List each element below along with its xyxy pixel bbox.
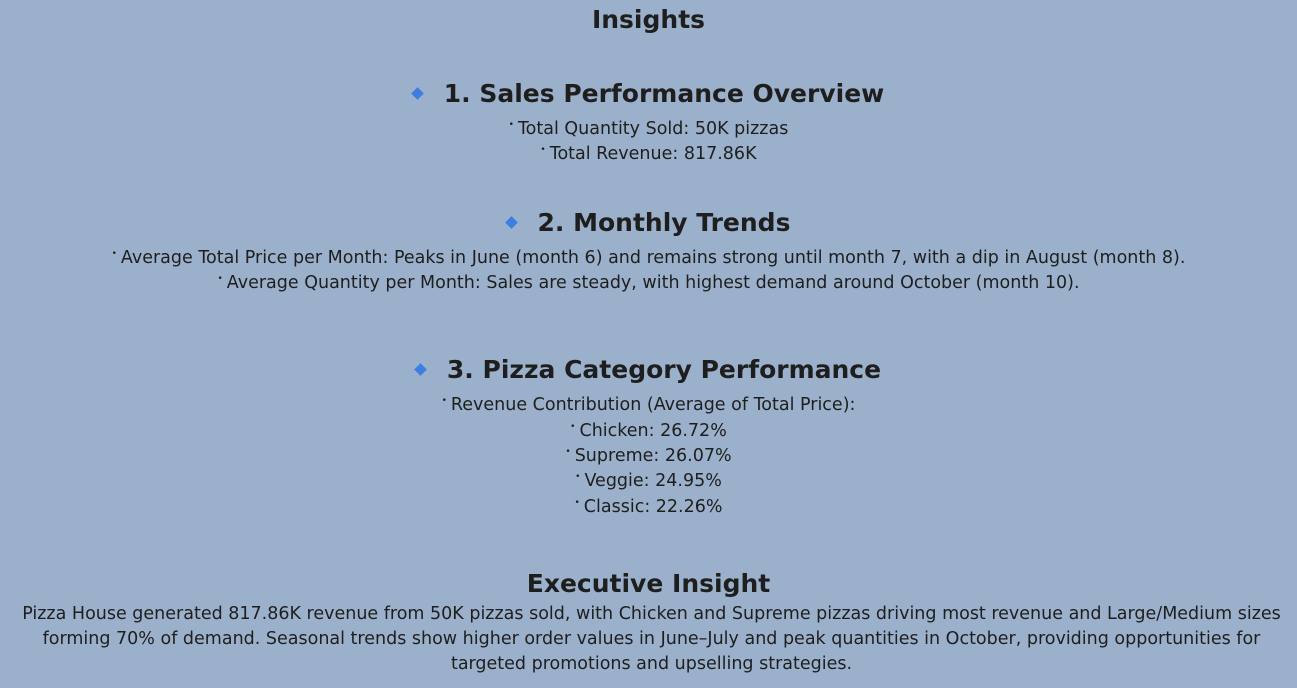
bullet-dot-icon: • [441,396,447,406]
bullet-average-total-price: • Average Total Price per Month: Peaks in… [0,242,1297,270]
bullet-total-quantity: • Total Quantity Sold: 50K pizzas [0,113,1297,141]
section-heading-text: 3. Pizza Category Performance [446,355,882,384]
section-heading-monthly-trends: 2. Monthly Trends [0,207,1297,239]
bullet-dot-icon: • [574,498,580,508]
blue-diamond-icon [504,216,518,229]
section-heading-category-performance: 3. Pizza Category Performance [0,354,1297,386]
blue-diamond-icon [414,363,427,376]
bullet-dot-icon: • [570,422,576,432]
section-heading-text: 2. Monthly Trends [537,208,791,237]
blue-diamond-icon [410,87,424,100]
page-title: Insights [591,5,706,34]
bullet-supreme: • Supreme: 26.07% [0,440,1297,468]
bullet-dot-icon: • [540,145,546,155]
bullet-average-quantity: • Average Quantity per Month: Sales are s… [0,267,1297,295]
bullet-veggie: • Veggie: 24.95% [0,465,1297,493]
executive-insight-body: Pizza House generated 817.86K revenue fr… [22,604,1281,674]
bullet-classic: • Classic: 22.26% [0,491,1297,519]
bullet-dot-icon: • [111,249,117,259]
bullet-dot-icon: • [217,274,223,284]
bullet-total-revenue: • Total Revenue: 817.86K [0,138,1297,166]
section-heading-sales-performance: 1. Sales Performance Overview [0,78,1297,110]
executive-insight-heading: Executive Insight [526,569,771,598]
section-heading-text: 1. Sales Performance Overview [443,79,885,108]
bullet-chicken: • Chicken: 26.72% [0,415,1297,443]
bullet-dot-icon: • [565,447,571,457]
bullet-dot-icon: • [575,472,581,482]
bullet-revenue-contribution: • Revenue Contribution (Average of Total … [0,389,1297,417]
bullet-dot-icon: • [508,120,514,130]
